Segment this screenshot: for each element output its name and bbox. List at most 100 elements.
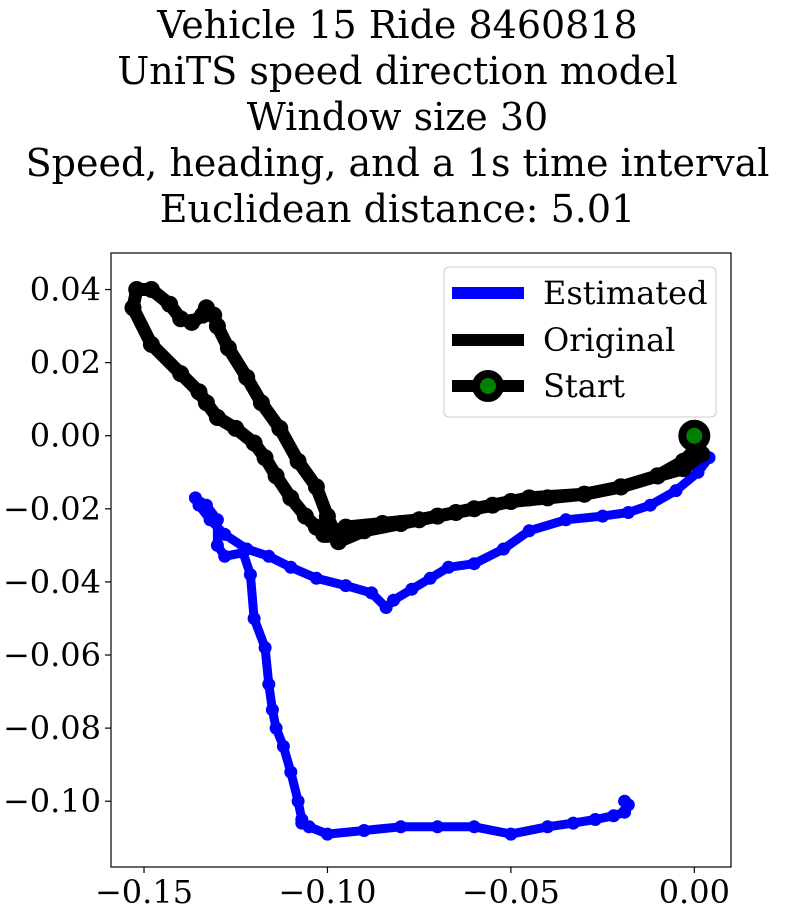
series-point-estimated: [218, 549, 232, 563]
series-point-estimated: [210, 538, 224, 552]
series-point-estimated: [236, 546, 250, 560]
series-point-original: [124, 299, 142, 317]
series-point-original: [429, 507, 446, 525]
series-point-estimated: [247, 612, 261, 625]
series-point-estimated: [210, 513, 224, 527]
series-point-original: [190, 383, 208, 401]
series-point-estimated: [218, 527, 232, 541]
series-point-original: [142, 335, 160, 353]
x-axis: −0.15 −0.10 −0.05 0.00: [95, 867, 730, 911]
series-point-estimated: [320, 827, 334, 841]
series-point-original: [484, 496, 501, 514]
series-point-estimated: [394, 820, 408, 834]
series-point-estimated: [258, 641, 272, 655]
title-line-2: UniTS speed direction model: [117, 49, 678, 93]
y-tick-label: −0.08: [3, 709, 101, 747]
x-tick-label: −0.05: [462, 873, 560, 911]
series-point-estimated: [357, 824, 371, 837]
x-tick-label: 0.00: [659, 873, 730, 911]
series-point-estimated: [621, 506, 635, 519]
series-point-estimated: [497, 542, 510, 556]
series-point-estimated: [199, 498, 213, 512]
legend-box: [443, 266, 717, 418]
series-point-original: [271, 419, 289, 437]
legend-label-original: Original: [543, 321, 675, 359]
series-point-estimated: [669, 484, 683, 498]
y-tick-label: 0.00: [30, 417, 101, 455]
series-point-estimated: [405, 582, 419, 596]
series-point-estimated: [291, 794, 305, 808]
series-point-estimated: [522, 524, 536, 538]
series-point-estimated: [243, 568, 257, 582]
series-point-original: [374, 515, 391, 532]
series-point-original: [392, 515, 410, 532]
series-point-estimated: [442, 560, 455, 574]
series-point-original: [227, 419, 245, 437]
series-point-original: [208, 409, 226, 426]
series-point-original: [410, 511, 428, 529]
series-point-estimated: [559, 513, 573, 527]
series-point-original: [502, 493, 520, 510]
series-point-original: [337, 518, 355, 536]
series-point-estimated: [339, 579, 353, 593]
y-tick-label: 0.04: [30, 271, 101, 309]
series-point-original: [612, 478, 630, 496]
title-line-5: Euclidean distance: 5.01: [159, 187, 636, 231]
series-point-original: [520, 489, 538, 507]
series-point-estimated: [467, 557, 481, 571]
series-point-estimated: [467, 820, 481, 834]
legend-label-start: Start: [543, 367, 625, 405]
series-point-estimated: [541, 820, 555, 834]
series-point-original: [252, 394, 270, 412]
series-point-estimated: [262, 677, 276, 691]
series-point-original: [267, 467, 285, 485]
legend-label-estimated: Estimated: [543, 274, 708, 312]
series-point-original: [307, 518, 325, 536]
title-line-3: Window size 30: [246, 95, 549, 139]
y-axis: 0.04 0.02 0.00 −0.02 −0.04 −0.06 −0.08 −0.10: [3, 271, 111, 820]
start-marker: [678, 419, 711, 452]
series-point-original: [161, 295, 179, 313]
series-point-original: [465, 500, 483, 518]
series-point-estimated: [284, 560, 298, 574]
y-tick-label: −0.02: [3, 490, 101, 528]
series-point-estimated: [302, 820, 316, 834]
series-point-original: [256, 449, 274, 467]
series-point-estimated: [431, 820, 444, 834]
series-point-original: [447, 504, 465, 521]
series-point-original: [219, 339, 237, 357]
series-point-estimated: [596, 509, 610, 523]
series-point-original: [289, 452, 307, 470]
series-point-original: [142, 281, 160, 298]
series-point-estimated: [276, 739, 290, 753]
series-point-original: [318, 507, 336, 525]
y-tick-label: −0.04: [3, 563, 101, 601]
series-point-estimated: [269, 721, 283, 735]
series-point-original: [282, 489, 300, 507]
series-point-estimated: [284, 765, 298, 779]
plot-frame: [110, 252, 732, 868]
series-point-original: [649, 467, 667, 485]
series-point-estimated: [423, 571, 437, 585]
x-tick-label: −0.15: [95, 873, 193, 911]
y-tick-label: 0.02: [30, 344, 101, 382]
y-tick-label: −0.06: [3, 636, 101, 674]
series-point-estimated: [262, 549, 276, 563]
series-point-estimated: [566, 816, 580, 830]
series-point-estimated: [265, 703, 279, 717]
series-layer: [124, 281, 716, 841]
series-point-original: [307, 478, 325, 496]
series-point-original: [296, 507, 314, 525]
series-point-original: [172, 365, 190, 383]
legend-swatch-start-marker: [472, 370, 504, 402]
title-line-4: Speed, heading, and a 1s time interval: [25, 141, 770, 185]
series-point-estimated: [504, 827, 518, 841]
series-point-original: [330, 533, 347, 551]
series-point-original: [674, 452, 692, 470]
series-point-estimated: [607, 809, 621, 823]
series-point-estimated: [188, 491, 202, 505]
series-point-original: [355, 522, 373, 540]
series-point-original: [128, 281, 146, 298]
chart-title: Vehicle 15 Ride 8460818 UniTS speed dire…: [0, 2, 795, 232]
